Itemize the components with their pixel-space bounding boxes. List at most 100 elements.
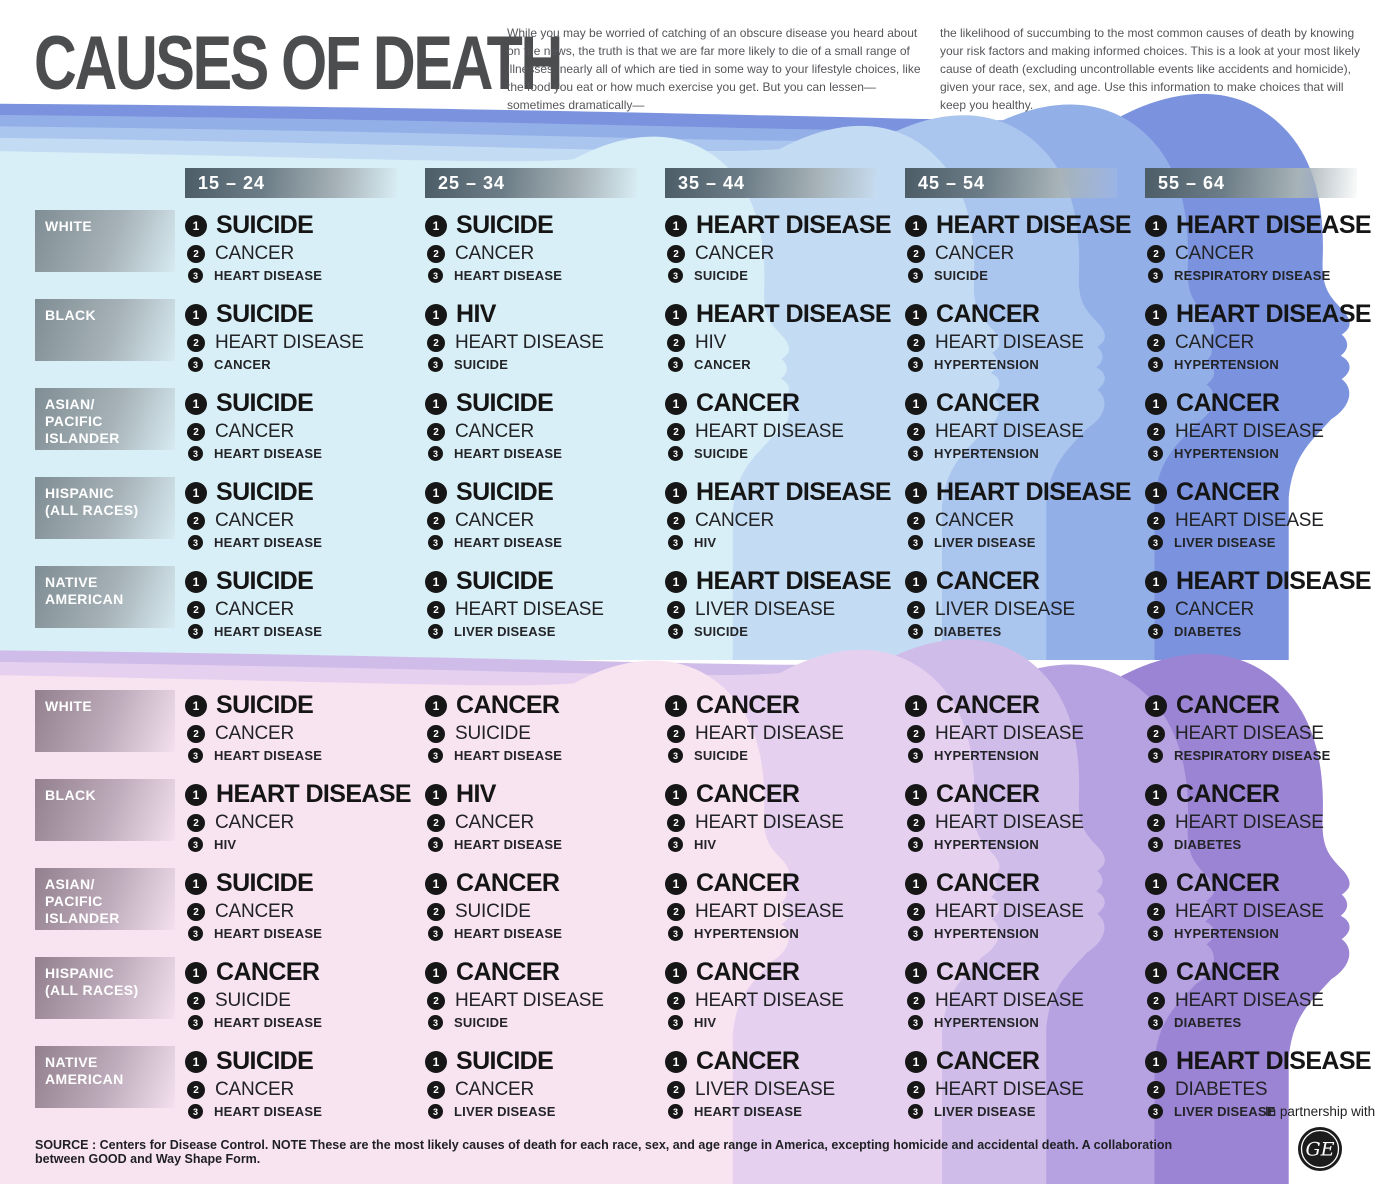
cause-rank-1: 1 CANCER — [425, 691, 665, 720]
cause-rank-2: 2 SUICIDE — [425, 901, 665, 923]
demographic-row-white: WHITE 1 SUICIDE 2 CANCER 3 HEART DISEASE 1 CANCE… — [35, 690, 1400, 765]
cause-rank-3: 3 LIVER DISEASE — [1145, 535, 1385, 550]
cause-cell: 1 CANCER 2 HEART DISEASE 3 SUICIDE — [665, 388, 905, 463]
rank-2-badge-icon: 2 — [1147, 334, 1165, 352]
cause-rank-3: 3 LIVER DISEASE — [905, 535, 1145, 550]
cause-label: CANCER — [455, 812, 535, 833]
cause-label: CANCER — [1176, 869, 1280, 897]
cause-rank-1: 1 HEART DISEASE — [1145, 567, 1385, 596]
age-header-label: 45 – 54 — [918, 172, 986, 193]
cause-cell: 1 HEART DISEASE 2 DIABETES 3 LIVER DISEASE — [1145, 1046, 1385, 1121]
cause-label: CANCER — [455, 510, 535, 531]
cause-rank-3: 3 SUICIDE — [665, 748, 905, 763]
cause-label: HEART DISEASE — [455, 599, 604, 620]
cause-label: CANCER — [695, 510, 775, 531]
rank-2-badge-icon: 2 — [1147, 992, 1165, 1010]
rank-3-badge-icon: 3 — [908, 748, 923, 763]
demographic-row-native-american: NATIVE AMERICAN 1 SUICIDE 2 CANCER 3 HEART DIS… — [35, 566, 1400, 641]
rank-3-badge-icon: 3 — [188, 268, 203, 283]
cause-rank-2: 2 CANCER — [665, 510, 905, 532]
cause-label: SUICIDE — [216, 691, 314, 719]
rank-3-badge-icon: 3 — [1148, 446, 1163, 461]
rank-2-badge-icon: 2 — [1147, 245, 1165, 263]
cause-rank-3: 3 DIABETES — [1145, 837, 1385, 852]
rank-2-badge-icon: 2 — [427, 814, 445, 832]
cause-rank-3: 3 LIVER DISEASE — [1145, 1104, 1385, 1119]
rank-3-badge-icon: 3 — [428, 357, 443, 372]
intro-paragraph-2: the likelihood of succumbing to the most… — [940, 26, 1360, 112]
cause-rank-3: 3 HYPERTENSION — [905, 748, 1145, 763]
rank-1-badge-icon: 1 — [905, 481, 927, 504]
cause-label: DIABETES — [1174, 1015, 1242, 1030]
cause-rank-2: 2 HEART DISEASE — [665, 421, 905, 443]
cause-rank-2: 2 HEART DISEASE — [905, 812, 1145, 834]
cause-rank-1: 1 HIV — [425, 300, 665, 329]
rank-1-badge-icon: 1 — [425, 570, 447, 593]
age-header-label: 15 – 24 — [198, 172, 266, 193]
cause-rank-1: 1 HEART DISEASE — [905, 478, 1145, 507]
cause-label: HEART DISEASE — [696, 300, 892, 328]
cause-rank-3: 3 HEART DISEASE — [425, 268, 665, 283]
cause-label: HEART DISEASE — [1176, 567, 1372, 595]
cause-label: HYPERTENSION — [934, 748, 1039, 763]
rank-1-badge-icon: 1 — [185, 570, 207, 593]
cause-label: HEART DISEASE — [695, 723, 844, 744]
rank-3-badge-icon: 3 — [188, 1015, 203, 1030]
cause-label: HEART DISEASE — [1175, 901, 1324, 922]
cause-label: CANCER — [214, 357, 271, 372]
cause-rank-2: 2 HEART DISEASE — [905, 901, 1145, 923]
cause-label: HEART DISEASE — [214, 446, 323, 461]
cause-label: CANCER — [455, 243, 535, 264]
cause-label: HEART DISEASE — [936, 478, 1132, 506]
cause-label: HEART DISEASE — [214, 1104, 323, 1119]
rank-2-badge-icon: 2 — [907, 601, 925, 619]
rank-3-badge-icon: 3 — [428, 268, 443, 283]
rank-2-badge-icon: 2 — [907, 903, 925, 921]
rank-1-badge-icon: 1 — [905, 214, 927, 237]
cause-rank-3: 3 DIABETES — [905, 624, 1145, 639]
cause-rank-2: 2 HEART DISEASE — [905, 421, 1145, 443]
cause-label: LIVER DISEASE — [454, 624, 556, 639]
cause-label: HIV — [694, 535, 717, 550]
cause-label: HIV — [695, 332, 727, 353]
cause-cell: 1 CANCER 2 HEART DISEASE 3 HYPERTENSION — [905, 957, 1145, 1032]
cause-rank-2: 2 HEART DISEASE — [1145, 421, 1385, 443]
rank-2-badge-icon: 2 — [1147, 512, 1165, 530]
cause-rank-2: 2 CANCER — [1145, 332, 1385, 354]
cause-rank-2: 2 HEART DISEASE — [905, 1079, 1145, 1101]
cause-rank-1: 1 SUICIDE — [185, 691, 425, 720]
cause-label: SUICIDE — [216, 1047, 314, 1075]
cause-label: SUICIDE — [455, 901, 531, 922]
cause-rank-2: 2 HEART DISEASE — [905, 723, 1145, 745]
cause-rank-3: 3 SUICIDE — [425, 357, 665, 372]
cause-label: CANCER — [215, 812, 295, 833]
cause-rank-1: 1 CANCER — [905, 1047, 1145, 1076]
rank-2-badge-icon: 2 — [1147, 725, 1165, 743]
cause-label: HEART DISEASE — [454, 837, 563, 852]
cause-rank-3: 3 RESPIRATORY DISEASE — [1145, 748, 1385, 763]
cause-rank-1: 1 SUICIDE — [185, 1047, 425, 1076]
rank-1-badge-icon: 1 — [425, 214, 447, 237]
cause-rank-2: 2 HEART DISEASE — [665, 901, 905, 923]
rank-1-badge-icon: 1 — [1145, 783, 1167, 806]
rank-2-badge-icon: 2 — [667, 992, 685, 1010]
cause-cell: 1 SUICIDE 2 CANCER 3 HEART DISEASE — [425, 388, 665, 463]
demographic-row-hispanic: HISPANIC (ALL RACES) 1 SUICIDE 2 CANCER 3 HEAR… — [35, 477, 1400, 552]
rank-3-badge-icon: 3 — [908, 268, 923, 283]
cause-cell: 1 CANCER 2 HEART DISEASE 3 HYPERTENSION — [905, 690, 1145, 765]
cause-label: HIV — [456, 300, 496, 328]
cause-label: LIVER DISEASE — [1174, 535, 1276, 550]
rank-3-badge-icon: 3 — [188, 926, 203, 941]
cause-label: CANCER — [1175, 332, 1255, 353]
cause-cell: 1 HEART DISEASE 2 CANCER 3 DIABETES — [1145, 566, 1385, 641]
cause-label: LIVER DISEASE — [454, 1104, 556, 1119]
ge-monogram: GE — [1305, 1139, 1334, 1161]
rank-3-badge-icon: 3 — [908, 837, 923, 852]
cause-label: HEART DISEASE — [694, 1104, 803, 1119]
cause-label: HEART DISEASE — [935, 901, 1084, 922]
rank-3-badge-icon: 3 — [1148, 926, 1163, 941]
cause-label: CANCER — [696, 780, 800, 808]
cause-label: HYPERTENSION — [934, 446, 1039, 461]
rank-3-badge-icon: 3 — [428, 837, 443, 852]
